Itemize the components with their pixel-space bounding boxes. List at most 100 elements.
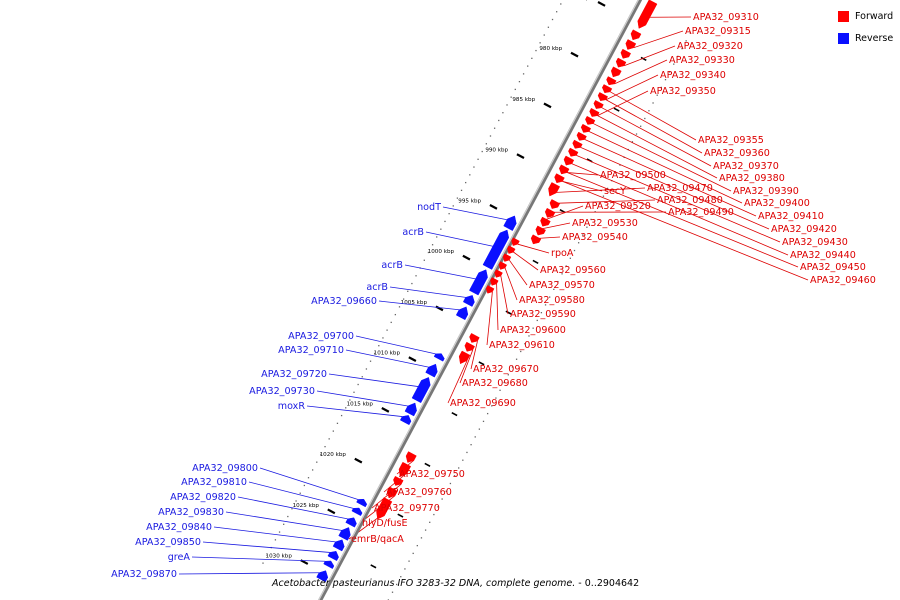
grid-dot: [520, 350, 522, 353]
grid-dot: [408, 560, 410, 562]
grid-dot: [378, 345, 380, 347]
grid-dot: [660, 86, 662, 89]
gene-label-forward: APA32_09580: [519, 295, 585, 306]
minor-tick: [478, 361, 485, 366]
tick-label: 1010 kbp: [374, 351, 401, 357]
leader-line: [425, 231, 493, 247]
gene-forward: [376, 497, 393, 520]
gene-forward: [549, 199, 561, 209]
gene-forward: [554, 173, 565, 184]
grid-dot: [557, 280, 559, 283]
leader-line: [355, 335, 436, 355]
grid-dot: [431, 244, 434, 246]
grid-dot: [482, 420, 485, 423]
gene-forward: [458, 350, 471, 365]
gene-forward: [580, 123, 592, 133]
grid-dot: [473, 166, 475, 168]
grid-dot: [453, 475, 456, 477]
gene-label-forward: APA32_09350: [650, 86, 716, 97]
gene-labels: APA32_09310 APA32_09315 APA32_09320 APA32_0…: [111, 12, 876, 580]
gene-label-forward: APA32_09310: [693, 12, 759, 23]
grid-dot: [328, 438, 330, 440]
gene-label-reverse: APA32_09830: [158, 507, 224, 518]
leader-line: [504, 267, 518, 301]
leader-line: [601, 107, 712, 167]
gene-forward: [589, 107, 600, 117]
grid-dot: [606, 187, 609, 190]
tick-mark: [381, 407, 390, 413]
grid-dot: [495, 397, 497, 399]
leader-line: [213, 526, 336, 543]
gene-reverse: [404, 402, 417, 417]
grid-dot: [436, 236, 438, 238]
tick-mark: [462, 254, 471, 261]
gene-forward: [593, 100, 604, 109]
leader-line: [459, 349, 474, 384]
grid-dot: [536, 319, 538, 322]
grid-dot: [590, 218, 592, 221]
minor-tick: [505, 310, 512, 315]
grid-dot: [582, 234, 584, 236]
grid-dot: [390, 321, 392, 324]
gene-label-reverse: APA32_09850: [135, 537, 201, 548]
gene-label-forward: APA32_09680: [462, 378, 528, 389]
gene-label-reverse: APA32_09710: [278, 345, 344, 356]
grid-dot: [449, 482, 452, 485]
minor-tick: [532, 259, 539, 264]
grid-dot: [303, 484, 306, 487]
gene-forward: [485, 285, 495, 294]
grid-dot: [424, 529, 427, 531]
gene-label-reverse: acrB: [366, 282, 388, 293]
grid-dot: [332, 430, 334, 432]
grid-dot: [664, 79, 667, 81]
grid-dot: [481, 150, 483, 153]
grid-dot: [565, 265, 567, 267]
gene-reverse: [338, 527, 351, 541]
leader-line: [486, 291, 493, 346]
gene-forward: [548, 182, 561, 197]
grid-dot: [456, 197, 459, 199]
grid-dot: [498, 119, 500, 122]
gene-label-forward: APA32_09750: [399, 469, 465, 480]
grid-dot: [307, 477, 310, 479]
leader-line: [328, 373, 419, 387]
gene-label-reverse: APA32_09870: [111, 569, 177, 580]
gene-reverse: [399, 415, 412, 426]
gene-reverse: [425, 363, 438, 378]
gene-forward: [507, 245, 516, 254]
grid-dot: [586, 226, 588, 228]
grid-dot: [278, 531, 281, 533]
leader-line: [500, 275, 509, 315]
gene-label-reverse: APA32_09730: [249, 386, 315, 397]
grid-dot: [357, 383, 359, 386]
grid-dot: [602, 195, 605, 197]
gene-forward: [615, 57, 627, 68]
gene-label-forward: APA32_09560: [540, 265, 606, 276]
grid-dot: [395, 583, 398, 586]
gene-label-forward: APA32_09360: [704, 148, 770, 159]
grid-dot: [635, 133, 638, 135]
leader-line: [470, 341, 478, 370]
leader-line: [191, 556, 326, 562]
leader-line: [404, 264, 476, 280]
leader-line: [597, 90, 649, 116]
grid-dot: [648, 110, 650, 112]
grid-dot: [427, 251, 430, 254]
gene-forward: [620, 48, 632, 59]
gene-forward: [625, 39, 637, 50]
grid-dot: [400, 576, 402, 578]
grid-dot: [437, 506, 439, 508]
gene-label-forward: APA32_09370: [713, 161, 779, 172]
grid-dot: [382, 337, 384, 339]
gene-label-forward: APA32_09480: [657, 195, 723, 206]
grid-dot: [477, 158, 479, 160]
tick-label: 1025 kbp: [293, 503, 320, 509]
leader-line: [378, 300, 460, 311]
gene-forward: [576, 131, 587, 141]
gene-forward: [393, 475, 404, 486]
grid-dot: [598, 203, 600, 205]
gene-forward: [606, 76, 617, 86]
gene-label-forward: APA32_09470: [647, 183, 713, 194]
gene-label-reverse: APA32_09810: [181, 477, 247, 488]
